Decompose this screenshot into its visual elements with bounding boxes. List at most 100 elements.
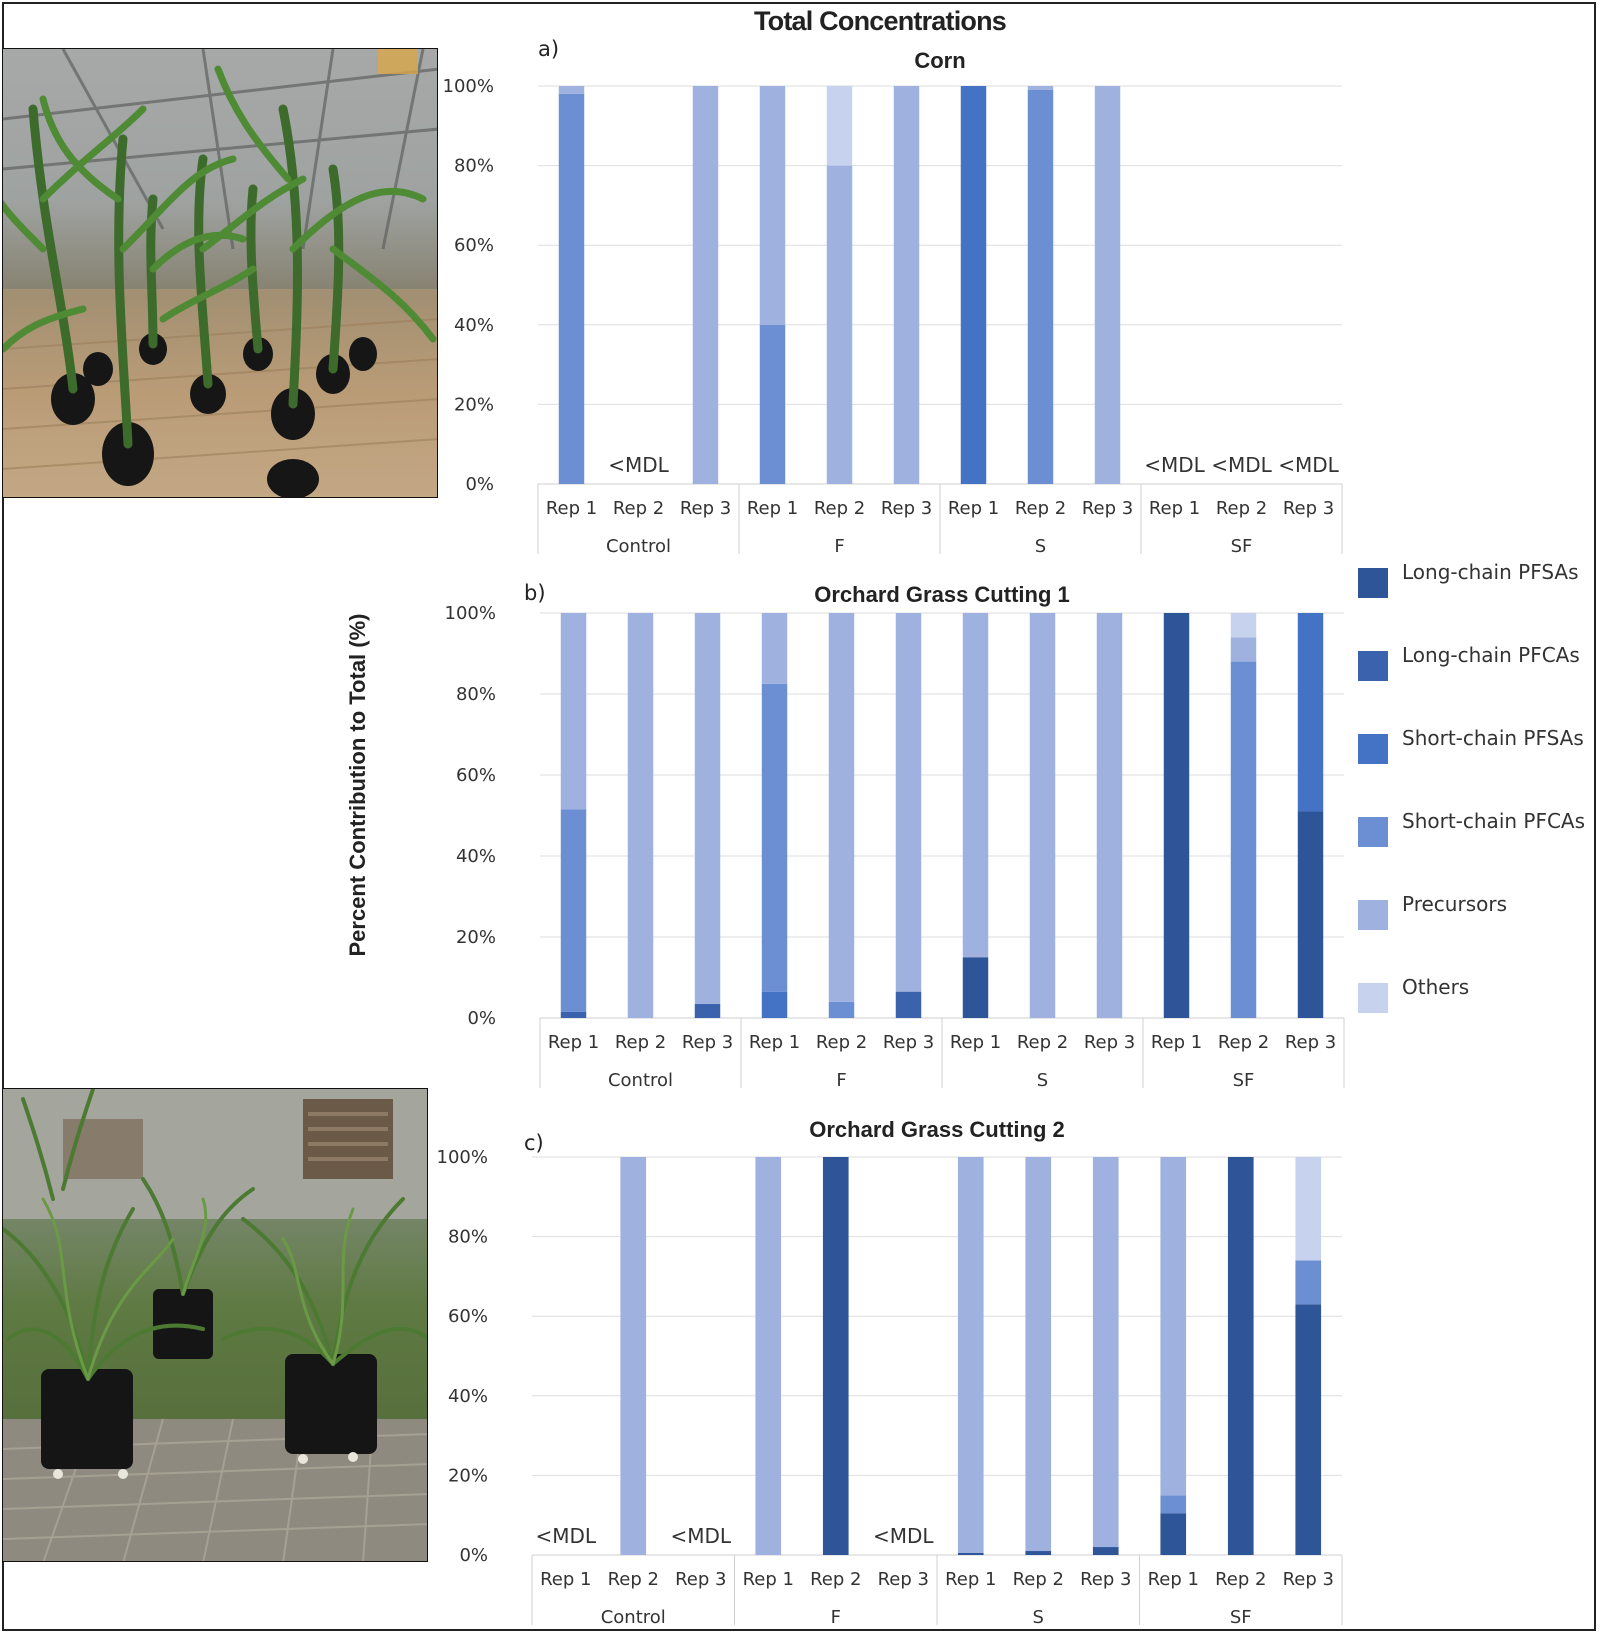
below-mdl-label: <MDL <box>535 1524 596 1548</box>
x-tick-label: Rep 1 <box>747 498 798 519</box>
corn-photo-drawing <box>3 49 437 497</box>
bar-segment <box>560 613 587 810</box>
below-mdl-label: <MDL <box>1278 453 1339 477</box>
x-tick-label: Rep 3 <box>675 1569 726 1590</box>
legend-swatch <box>1358 734 1388 764</box>
bar-segment <box>1295 1304 1322 1555</box>
y-tick-label: 0% <box>459 1545 488 1566</box>
legend-item: Long-chain PFCAs <box>1358 643 1580 681</box>
group-label: SF <box>1230 1607 1252 1628</box>
panel-letter: a) <box>538 37 559 61</box>
bar-segment <box>1295 1260 1322 1305</box>
x-tick-label: Rep 1 <box>1148 1569 1199 1590</box>
x-tick-label: Rep 2 <box>1013 1569 1064 1590</box>
legend-label: Short-chain PFCAs <box>1402 809 1586 833</box>
y-tick-label: 60% <box>448 1306 488 1327</box>
group-label: F <box>834 536 844 557</box>
group-label: F <box>836 1070 846 1091</box>
group-label: F <box>831 1607 841 1628</box>
bar-segment <box>1163 613 1190 1018</box>
x-tick-label: Rep 1 <box>948 498 999 519</box>
x-tick-label: Rep 2 <box>814 498 865 519</box>
y-tick-label: 20% <box>456 927 496 948</box>
x-tick-label: Rep 2 <box>1216 498 1267 519</box>
orchard-grass-photo-drawing <box>3 1089 427 1561</box>
y-tick-label: 80% <box>454 156 494 177</box>
bar-segment <box>1160 1157 1187 1496</box>
y-tick-label: 100% <box>445 603 496 624</box>
group-label: SF <box>1233 1070 1255 1091</box>
legend-item: Long-chain PFSAs <box>1358 560 1579 598</box>
x-tick-label: Rep 1 <box>950 1032 1001 1053</box>
x-tick-label: Rep 1 <box>546 498 597 519</box>
group-label: S <box>1033 1607 1044 1628</box>
x-tick-label: Rep 3 <box>682 1032 733 1053</box>
bar-segment <box>1160 1495 1187 1514</box>
bar-segment <box>957 1553 984 1555</box>
x-tick-label: Rep 2 <box>615 1032 666 1053</box>
x-tick-label: Rep 3 <box>878 1569 929 1590</box>
legend-swatch <box>1358 568 1388 598</box>
x-tick-label: Rep 1 <box>945 1569 996 1590</box>
bar-segment <box>761 991 788 1018</box>
x-tick-label: Rep 2 <box>608 1569 659 1590</box>
y-tick-label: 60% <box>456 765 496 786</box>
bar-segment <box>558 93 585 485</box>
x-tick-label: Rep 2 <box>613 498 664 519</box>
x-tick-label: Rep 1 <box>548 1032 599 1053</box>
bar-segment <box>755 1157 782 1555</box>
y-tick-label: 100% <box>443 76 494 97</box>
x-tick-label: Rep 3 <box>1283 1569 1334 1590</box>
bar-segment <box>1094 86 1121 484</box>
bar-segment <box>1092 1547 1119 1555</box>
corn-photo <box>2 48 438 498</box>
y-tick-label: 40% <box>448 1386 488 1407</box>
x-tick-label: Rep 1 <box>540 1569 591 1590</box>
bar-segment <box>893 86 920 484</box>
bar-segment <box>828 613 855 1002</box>
legend-item: Others <box>1358 975 1469 1013</box>
group-label: Control <box>601 1607 666 1628</box>
group-label: Control <box>608 1070 673 1091</box>
panel-letter: c) <box>524 1131 544 1155</box>
bar-segment <box>620 1157 647 1555</box>
bar-segment <box>759 324 786 484</box>
group-label: S <box>1035 536 1046 557</box>
x-tick-label: Rep 2 <box>810 1569 861 1590</box>
chart-panel-1: 0% 20% 40% 60% 80% 100% a) Corn Rep 1 <MDL Rep 2 Re… <box>443 37 1343 557</box>
bar-segment <box>1297 811 1324 1018</box>
bar-segment <box>1027 89 1054 484</box>
bar-segment <box>895 991 922 1018</box>
bar-segment <box>694 613 721 1004</box>
x-tick-label: Rep 2 <box>1017 1032 1068 1053</box>
y-tick-label: 60% <box>454 235 494 256</box>
below-mdl-label: <MDL <box>1211 453 1272 477</box>
below-mdl-label: <MDL <box>873 1524 934 1548</box>
panel-title: Orchard Grass Cutting 1 <box>814 582 1070 607</box>
bar-segment <box>692 86 719 484</box>
panel-title: Corn <box>914 48 965 73</box>
bar-segment <box>895 613 922 992</box>
bar-segment <box>560 809 587 1012</box>
chart-panel-3: 0% 20% 40% 60% 80% 100% c) Orchard Grass Cuttin… <box>437 1117 1343 1628</box>
x-tick-label: Rep 1 <box>1149 498 1200 519</box>
bar-segment <box>1096 613 1123 1018</box>
bar-segment <box>962 613 989 958</box>
bar-segment <box>822 1157 849 1555</box>
bar-segment <box>1025 1551 1052 1555</box>
bar-segment <box>1025 1157 1052 1552</box>
x-tick-label: Rep 2 <box>1218 1032 1269 1053</box>
x-tick-label: Rep 1 <box>749 1032 800 1053</box>
y-tick-label: 20% <box>454 394 494 415</box>
bar-segment <box>962 957 989 1018</box>
bar-segment <box>1230 661 1257 1018</box>
x-tick-label: Rep 1 <box>1151 1032 1202 1053</box>
y-tick-label: 40% <box>454 315 494 336</box>
bar-segment <box>826 86 853 166</box>
legend-swatch <box>1358 817 1388 847</box>
group-label: SF <box>1231 536 1253 557</box>
legend-swatch <box>1358 900 1388 930</box>
bar-segment <box>1227 1157 1254 1555</box>
